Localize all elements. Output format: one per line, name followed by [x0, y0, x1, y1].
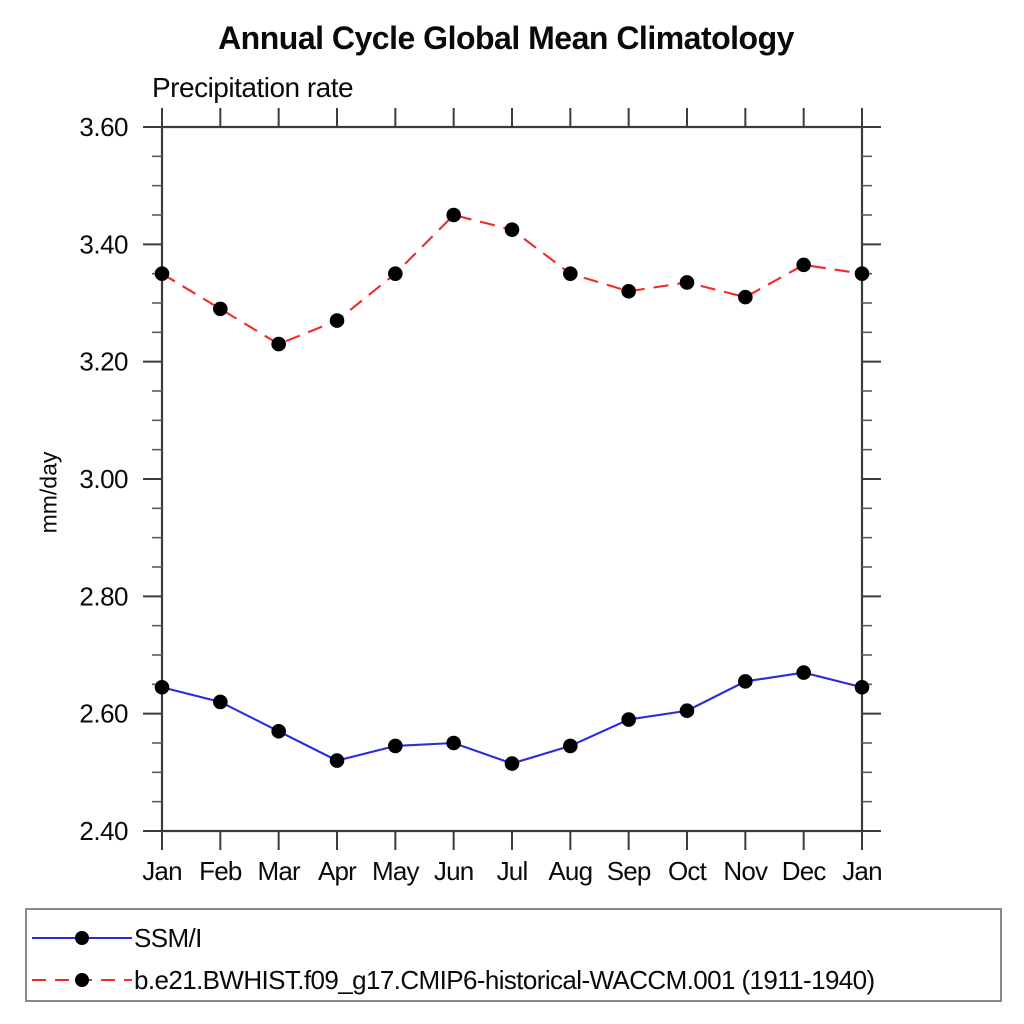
- chart-title: Annual Cycle Global Mean Climatology: [218, 20, 794, 56]
- svg-text:Nov: Nov: [723, 856, 768, 886]
- svg-text:2.60: 2.60: [79, 699, 128, 729]
- legend: SSM/I b.e21.BWHIST.f09_g17.CMIP6-histori…: [25, 908, 1002, 1002]
- legend-label-ssmi: SSM/I: [134, 922, 202, 953]
- svg-text:3.60: 3.60: [79, 112, 128, 142]
- svg-text:Mar: Mar: [257, 856, 301, 886]
- svg-text:Feb: Feb: [199, 856, 242, 886]
- svg-text:3.40: 3.40: [79, 229, 128, 259]
- svg-text:Sep: Sep: [607, 856, 651, 886]
- svg-text:Aug: Aug: [548, 856, 592, 886]
- x-tick-labels: Jan Feb Mar Apr May Jun Jul Aug Sep Oct Nov Dec Jan: [142, 856, 882, 886]
- svg-text:Oct: Oct: [668, 856, 708, 886]
- legend-item-model: b.e21.BWHIST.f09_g17.CMIP6-historical-WA…: [30, 965, 875, 995]
- svg-text:Apr: Apr: [318, 856, 357, 886]
- legend-item-ssmi: SSM/I: [30, 923, 202, 953]
- svg-text:Jun: Jun: [434, 856, 474, 886]
- svg-text:2.40: 2.40: [79, 816, 128, 846]
- svg-text:2.80: 2.80: [79, 581, 128, 611]
- x-ticks: [161, 108, 863, 850]
- series-1: [154, 207, 870, 352]
- svg-text:Dec: Dec: [782, 856, 827, 886]
- legend-label-model: b.e21.BWHIST.f09_g17.CMIP6-historical-WA…: [134, 964, 875, 995]
- legend-line-sample-solid: [32, 931, 132, 945]
- svg-text:Jul: Jul: [497, 856, 528, 886]
- series-0: [154, 665, 870, 771]
- y-tick-labels: 2.40 2.60 2.80 3.00 3.20 3.40 3.60: [79, 112, 128, 846]
- svg-text:Jan: Jan: [142, 856, 182, 886]
- legend-line-sample-dashed: [32, 973, 132, 987]
- chart-subtitle: Precipitation rate: [152, 72, 354, 103]
- svg-text:3.20: 3.20: [79, 347, 128, 377]
- svg-text:3.00: 3.00: [79, 464, 128, 494]
- svg-text:May: May: [372, 856, 420, 886]
- svg-text:Jan: Jan: [842, 856, 882, 886]
